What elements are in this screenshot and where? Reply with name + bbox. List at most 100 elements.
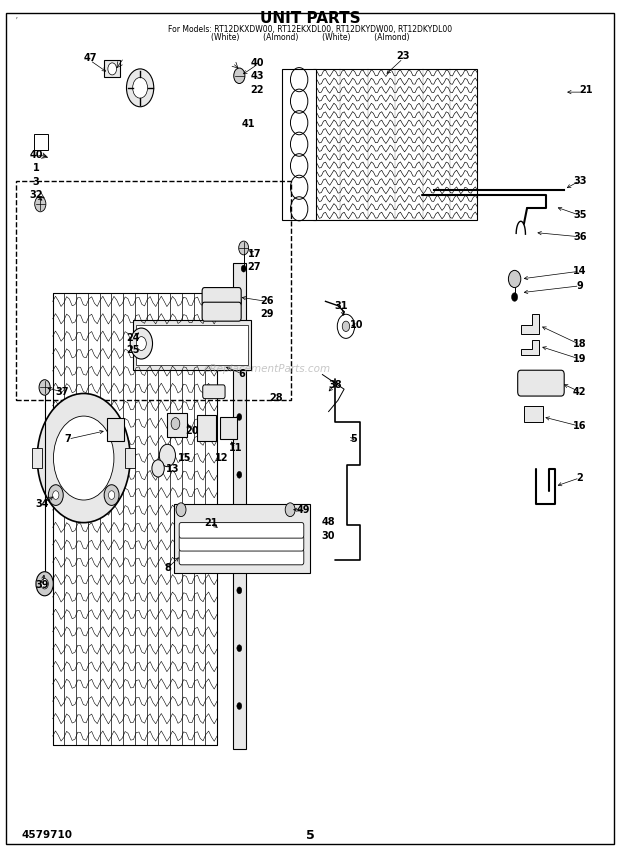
FancyBboxPatch shape xyxy=(179,523,304,538)
Bar xyxy=(197,415,216,441)
Text: 30: 30 xyxy=(322,530,335,541)
Text: 38: 38 xyxy=(328,380,342,390)
Text: 31: 31 xyxy=(334,300,348,311)
Text: 14: 14 xyxy=(573,266,587,276)
Text: 20: 20 xyxy=(185,425,199,436)
Bar xyxy=(104,60,120,77)
Text: 34: 34 xyxy=(35,499,49,509)
Text: ’: ’ xyxy=(14,16,17,27)
Circle shape xyxy=(35,196,46,212)
Text: 37: 37 xyxy=(55,387,69,397)
Circle shape xyxy=(508,270,521,288)
Text: 21: 21 xyxy=(579,85,593,96)
Bar xyxy=(34,134,48,150)
Text: 22: 22 xyxy=(250,84,264,95)
Text: 29: 29 xyxy=(260,309,273,319)
Bar xyxy=(16,181,291,400)
Circle shape xyxy=(176,503,186,517)
Circle shape xyxy=(108,63,117,75)
Text: 24: 24 xyxy=(126,332,140,343)
Text: 32: 32 xyxy=(29,190,43,201)
Circle shape xyxy=(237,530,242,536)
Text: 35: 35 xyxy=(573,210,587,220)
Circle shape xyxy=(234,68,245,84)
Circle shape xyxy=(337,314,355,338)
Circle shape xyxy=(159,444,175,467)
Circle shape xyxy=(48,485,63,505)
Text: 43: 43 xyxy=(250,71,264,81)
FancyBboxPatch shape xyxy=(518,370,564,396)
Bar xyxy=(232,263,246,749)
Text: 33: 33 xyxy=(573,176,587,186)
Bar xyxy=(282,69,316,220)
Bar xyxy=(125,448,135,468)
Text: 40: 40 xyxy=(250,58,264,68)
Text: 2: 2 xyxy=(577,473,583,483)
Text: 16: 16 xyxy=(573,421,587,431)
FancyBboxPatch shape xyxy=(179,536,304,551)
Text: 23: 23 xyxy=(396,51,410,61)
Circle shape xyxy=(108,491,115,499)
Text: 48: 48 xyxy=(322,517,335,527)
FancyBboxPatch shape xyxy=(179,549,304,565)
Bar xyxy=(136,325,248,365)
Text: 5: 5 xyxy=(306,828,314,842)
Circle shape xyxy=(53,416,114,500)
Circle shape xyxy=(237,298,242,305)
Circle shape xyxy=(104,485,119,505)
Text: 39: 39 xyxy=(35,580,49,591)
Circle shape xyxy=(126,69,154,107)
Text: UNIT PARTS: UNIT PARTS xyxy=(260,10,360,26)
Circle shape xyxy=(239,241,249,255)
Text: 21: 21 xyxy=(204,517,218,528)
Text: 10: 10 xyxy=(350,320,363,331)
Bar xyxy=(313,69,477,220)
Bar xyxy=(53,293,217,745)
Text: 4579710: 4579710 xyxy=(22,830,73,840)
Text: 11: 11 xyxy=(229,443,242,453)
Circle shape xyxy=(133,77,148,98)
Text: 47: 47 xyxy=(83,53,97,63)
Text: 42: 42 xyxy=(573,387,587,397)
Circle shape xyxy=(237,587,242,594)
Text: 27: 27 xyxy=(247,262,261,272)
Text: 7: 7 xyxy=(65,434,71,444)
Circle shape xyxy=(237,356,242,362)
Circle shape xyxy=(237,703,242,709)
Bar xyxy=(133,320,251,370)
Circle shape xyxy=(130,328,153,359)
Text: 9: 9 xyxy=(577,281,583,291)
Text: 13: 13 xyxy=(166,464,179,474)
Circle shape xyxy=(285,503,295,517)
Text: 5: 5 xyxy=(350,434,356,444)
Circle shape xyxy=(241,265,246,272)
FancyBboxPatch shape xyxy=(202,288,241,307)
Text: (White)          (Almond)          (White)          (Almond): (White) (Almond) (White) (Almond) xyxy=(211,34,409,42)
Bar xyxy=(32,448,42,468)
Text: 3: 3 xyxy=(33,177,39,187)
Text: 18: 18 xyxy=(573,339,587,350)
Bar xyxy=(167,413,187,437)
Text: 17: 17 xyxy=(247,249,261,259)
Circle shape xyxy=(53,491,59,499)
Bar xyxy=(220,417,237,439)
Circle shape xyxy=(36,572,53,596)
Circle shape xyxy=(237,471,242,478)
Polygon shape xyxy=(521,314,539,334)
Text: 19: 19 xyxy=(573,354,587,364)
Text: 26: 26 xyxy=(260,296,273,307)
Text: 41: 41 xyxy=(241,119,255,129)
Bar xyxy=(107,418,124,441)
Text: eReplacementParts.com: eReplacementParts.com xyxy=(203,363,330,374)
Bar xyxy=(524,406,542,422)
Circle shape xyxy=(237,413,242,420)
Circle shape xyxy=(512,293,518,301)
Circle shape xyxy=(37,393,130,523)
Bar xyxy=(174,504,310,573)
Circle shape xyxy=(41,579,48,589)
Text: 49: 49 xyxy=(297,505,311,515)
Text: 8: 8 xyxy=(164,563,171,573)
Circle shape xyxy=(152,460,164,477)
Text: 12: 12 xyxy=(215,453,229,463)
Text: 36: 36 xyxy=(573,232,587,242)
